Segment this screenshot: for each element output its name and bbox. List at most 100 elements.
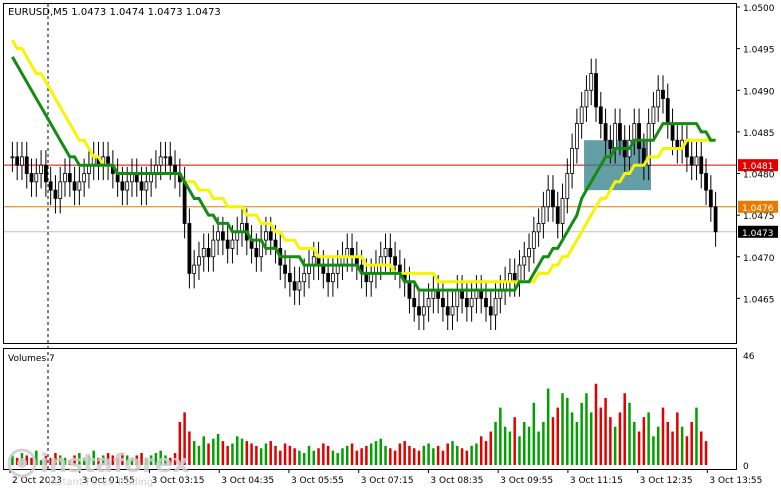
candle-body (34, 173, 39, 183)
candle-body (287, 272, 292, 283)
watermark-logo: instaforex Instant Forex Trading (7, 448, 190, 488)
candle-body (704, 173, 708, 191)
candle-body (230, 239, 235, 249)
candle-body (546, 189, 551, 208)
candle-body (594, 73, 598, 108)
candle-body (584, 89, 589, 108)
candle-body (517, 264, 522, 283)
candle-body (197, 256, 201, 266)
candle-body (417, 306, 421, 316)
candle-body (455, 289, 460, 308)
price-label-box (738, 200, 778, 213)
candle-body (326, 272, 331, 283)
candle-body (292, 281, 297, 291)
logo-ring-icon (7, 448, 37, 478)
time-tick-label: 3 Oct 08:35 (430, 476, 483, 486)
candle-body (488, 306, 493, 316)
candle-body (302, 272, 307, 283)
time-tick-label: 3 Oct 12:35 (640, 476, 693, 486)
price-tick-label: 1.0495 (743, 46, 775, 56)
candle-body (58, 181, 63, 199)
candle-body (182, 181, 187, 224)
watermark-subtext: Instant Forex Trading (48, 477, 153, 488)
candle-body (598, 106, 603, 124)
candle-body (264, 231, 268, 241)
candle-body (426, 297, 431, 308)
candle-body (708, 189, 713, 208)
candle-body (144, 181, 149, 191)
candle-body (10, 156, 15, 159)
price-labels: 1.0481 1.0476 1.0473 (738, 159, 778, 239)
candle-body (522, 256, 527, 266)
price-tick-label: 1.0490 (743, 87, 775, 97)
candle-body (63, 173, 67, 183)
candle-body (656, 89, 661, 108)
candle-body (48, 181, 53, 191)
candle-body (412, 297, 417, 308)
candle-body (39, 164, 43, 174)
price-label-box (738, 225, 778, 238)
time-tick-label: 3 Oct 01:55 (82, 476, 135, 486)
candle-body (445, 306, 450, 316)
candle-body (579, 106, 584, 124)
candle-body (551, 189, 555, 208)
candle-body (560, 198, 565, 224)
candle-body (570, 148, 574, 174)
price-tick-label: 1.0485 (743, 129, 775, 139)
candle-body (608, 139, 613, 149)
green-moving-average (11, 56, 716, 292)
candle-body (297, 281, 302, 291)
candle-body (53, 189, 58, 199)
candle-body (450, 306, 455, 316)
candle-body (225, 239, 230, 249)
time-tick-label: 3 Oct 07:15 (361, 476, 414, 486)
candle-body (689, 156, 694, 166)
volume-tick-label: 0 (743, 462, 749, 472)
time-tick-label: 3 Oct 11:15 (570, 476, 623, 486)
candle-body (125, 181, 130, 191)
candle-body (407, 281, 412, 299)
candle-body (331, 272, 335, 283)
candle-body (24, 156, 29, 174)
time-tick-label: 2 Oct 2023 (12, 476, 62, 486)
candle-body (15, 156, 20, 166)
price-axis: 1.05001.04951.04901.04851.04801.04751.04… (736, 4, 775, 305)
candle-body (670, 123, 675, 141)
candle-body (20, 156, 24, 166)
candle-body (613, 123, 618, 149)
candle-body (29, 173, 34, 183)
candle-body (206, 248, 211, 258)
candle-body (665, 98, 670, 124)
candle-body (211, 239, 216, 258)
time-tick-label: 3 Oct 05:55 (291, 476, 344, 486)
volume-tick-label: 46 (743, 352, 755, 362)
candle-body (469, 297, 474, 308)
candle-body (268, 231, 273, 241)
price-tick-label: 1.0480 (743, 171, 775, 181)
candle-body (201, 248, 206, 258)
candle-body (661, 89, 665, 99)
price-label-text: 1.0481 (742, 162, 774, 172)
candle-body (555, 206, 560, 224)
time-tick-label: 3 Oct 13:55 (709, 476, 762, 486)
candle-body (43, 164, 48, 183)
volumes-title: Volumes 7 (8, 354, 55, 364)
candle-body (464, 297, 469, 308)
candle-body (67, 173, 72, 183)
candle-body (541, 206, 546, 224)
price-tick-label: 1.0470 (743, 254, 775, 264)
candle-body (699, 156, 704, 174)
candle-body (527, 248, 531, 258)
candle-body (646, 123, 651, 166)
candle-body (82, 173, 87, 183)
candle-body (713, 206, 718, 233)
price-tick-label: 1.0500 (743, 4, 775, 14)
candle-body (283, 264, 287, 274)
candle-body (192, 264, 197, 274)
candle-body (637, 123, 641, 149)
volume-axis: 46 0 (743, 352, 755, 472)
candle-body (187, 223, 192, 274)
time-tick-label: 3 Oct 03:15 (151, 476, 204, 486)
candle-body (388, 248, 393, 258)
